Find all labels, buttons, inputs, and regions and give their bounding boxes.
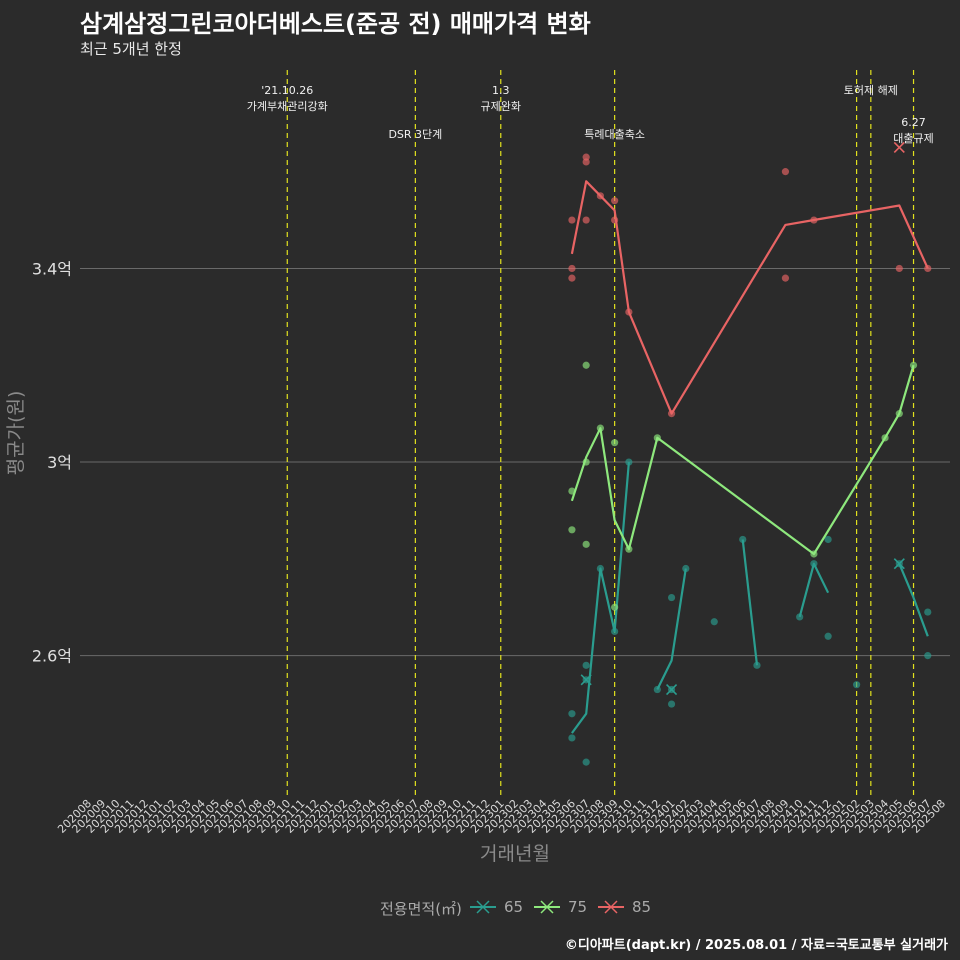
data-point-85 xyxy=(781,274,790,282)
chart-subtitle: 최근 5개년 한정 xyxy=(80,40,182,58)
legend-label-75: 75 xyxy=(568,898,588,916)
legend-label-85: 85 xyxy=(632,898,652,916)
event-label: 대출규제 xyxy=(893,132,933,145)
cross-marker-65 xyxy=(893,558,905,570)
data-point-65 xyxy=(710,618,718,626)
y-axis-title: 평균가(원) xyxy=(5,391,27,476)
y-tick-label: 2.6억 xyxy=(32,647,72,666)
legend-item-75: 75 xyxy=(532,896,587,918)
data-point-65 xyxy=(753,661,761,669)
series-line-65 xyxy=(741,539,759,666)
data-point-85 xyxy=(611,197,619,205)
cross-marker-85 xyxy=(893,141,905,154)
data-point-75 xyxy=(568,526,576,534)
event-label: 1.3 xyxy=(492,84,510,97)
axis-layer: 2.6억3억3.4억202008202009202010202011202012… xyxy=(5,259,948,865)
data-point-65 xyxy=(568,734,576,742)
data-point-65 xyxy=(568,710,576,718)
data-point-65 xyxy=(824,632,832,640)
data-point-65 xyxy=(582,661,590,669)
event-label: 토허제 해제 xyxy=(844,83,898,97)
data-point-85 xyxy=(568,264,576,273)
data-point-85 xyxy=(582,216,590,224)
legend-item-85: 85 xyxy=(596,896,651,918)
event-label: '21.10.26 xyxy=(261,84,313,97)
data-point-65 xyxy=(667,593,676,602)
series-line-65 xyxy=(571,461,630,734)
data-point-85 xyxy=(582,158,590,166)
data-point-85 xyxy=(781,168,790,176)
series-line-65 xyxy=(798,562,830,618)
data-point-65 xyxy=(739,535,747,544)
event-label: 6.27 xyxy=(901,116,926,129)
data-point-65 xyxy=(924,652,932,660)
series-line-75 xyxy=(570,364,915,556)
y-tick-label: 3억 xyxy=(47,453,72,472)
series-line-85 xyxy=(570,180,929,415)
data-point-65 xyxy=(853,681,861,689)
cross-marker-65 xyxy=(580,674,592,686)
event-label: 특례대출축소 xyxy=(584,128,645,141)
data-point-75 xyxy=(582,540,590,548)
series-line-65 xyxy=(656,568,687,690)
legend-item-65: 65 xyxy=(468,896,523,918)
legend-symbol-85 xyxy=(598,900,624,914)
event-label: 규제완화 xyxy=(481,100,521,113)
data-point-65 xyxy=(796,613,804,621)
data-point-65 xyxy=(924,608,932,616)
data-point-75 xyxy=(611,439,619,447)
legend-title: 전용면적(㎡) xyxy=(380,900,462,918)
legend-symbol-75 xyxy=(534,900,560,914)
series-line-65 xyxy=(898,563,929,637)
series-layer xyxy=(568,141,932,766)
data-point-65 xyxy=(667,700,676,708)
legend-symbol-65 xyxy=(470,900,496,914)
source-caption: ©디아파트(dapt.kr) / 2025.08.01 / 자료=국토교통부 실… xyxy=(564,938,948,953)
data-point-65 xyxy=(824,535,832,544)
legend-label-65: 65 xyxy=(504,898,524,916)
cross-marker-65 xyxy=(666,683,678,696)
event-label: 가계부채관리강화 xyxy=(247,100,328,113)
data-point-65 xyxy=(582,758,590,766)
data-point-75 xyxy=(611,603,619,611)
legend: 전용면적(㎡) 65 75 85 xyxy=(0,896,960,918)
x-axis-title: 거래년월 xyxy=(480,843,550,865)
data-point-85 xyxy=(568,216,576,224)
y-tick-label: 3.4억 xyxy=(32,259,72,278)
data-point-75 xyxy=(582,361,590,369)
data-point-85 xyxy=(568,274,576,282)
event-label: DSR 3단계 xyxy=(388,128,442,141)
chart-title: 삼계삼정그린코아더베스트(준공 전) 매매가격 변화 xyxy=(80,10,591,38)
grid-layer xyxy=(80,267,950,657)
data-point-85 xyxy=(895,264,903,273)
